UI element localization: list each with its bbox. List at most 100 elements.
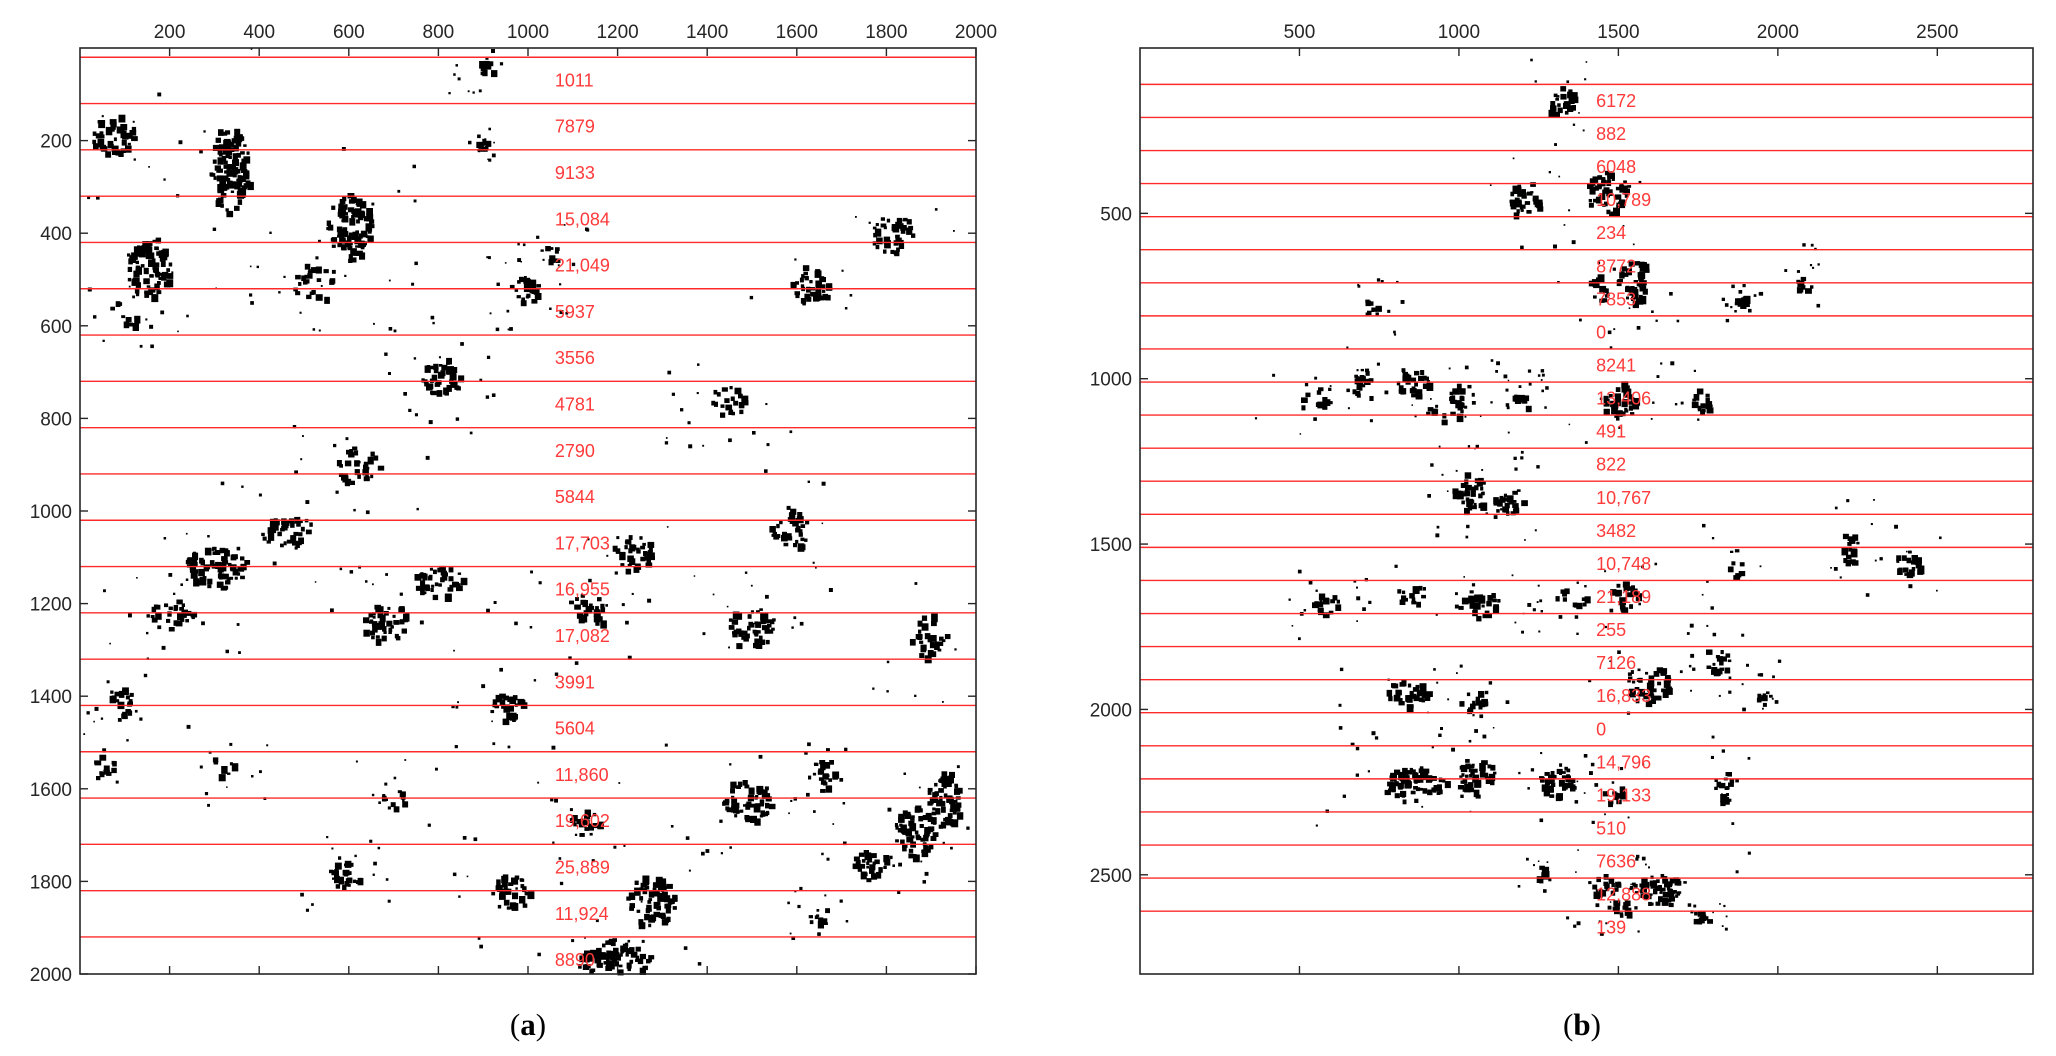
particle-pixel	[1624, 272, 1629, 277]
particle-speck	[844, 747, 848, 751]
particle-pixel	[828, 778, 833, 782]
particle-pixel	[1484, 772, 1489, 778]
particle-pixel	[728, 625, 735, 630]
particle-pixel	[575, 597, 579, 601]
particle-speck	[942, 841, 945, 845]
particle-pixel	[947, 775, 954, 784]
particle-pixel	[1729, 778, 1735, 784]
particle-pixel	[1444, 781, 1451, 789]
particle-pixel	[384, 797, 388, 801]
particle-pixel	[1464, 472, 1472, 479]
particle-pixel	[1843, 558, 1848, 564]
particle-pixel	[1426, 382, 1434, 391]
particle-pixel	[1399, 771, 1407, 778]
particle-pixel	[348, 232, 355, 240]
particle-pixel	[370, 630, 375, 636]
x-tick-label: 1400	[686, 22, 728, 43]
particle-pixel	[1402, 590, 1406, 595]
particle-cluster	[326, 193, 375, 263]
particle-cluster	[1610, 581, 1642, 613]
particle-speck	[1735, 778, 1739, 783]
particle-pixel	[624, 545, 628, 550]
particle-speck	[1506, 406, 1510, 410]
strip-count-label: 4781	[555, 395, 595, 415]
particle-speck	[291, 535, 295, 539]
particle-pixel	[1627, 185, 1632, 188]
particle-pixel	[734, 807, 739, 813]
particle-pixel	[423, 584, 430, 591]
particle-pixel	[138, 249, 146, 258]
particle-speck	[1479, 714, 1484, 719]
particle-pixel	[1611, 882, 1615, 888]
particle-pixel	[1539, 776, 1544, 780]
particle-pixel	[1616, 417, 1620, 421]
particle-pixel	[224, 550, 230, 557]
particle-speck	[1544, 406, 1547, 409]
particle-speck	[86, 711, 90, 715]
particle-pixel	[351, 196, 357, 203]
particle-pixel	[737, 613, 743, 620]
particle-speck	[953, 230, 955, 232]
particle-pixel	[220, 203, 224, 208]
particle-speck	[1939, 536, 1942, 540]
particle-pixel	[1417, 775, 1422, 779]
particle-speck	[1609, 213, 1612, 217]
particle-pixel	[728, 618, 733, 622]
particle-pixel	[1464, 490, 1471, 497]
particle-speck	[1528, 382, 1532, 386]
particle-speck	[1701, 408, 1706, 413]
particle-pixel	[805, 520, 810, 525]
particle-speck	[1568, 209, 1571, 212]
particle-pixel	[764, 786, 769, 791]
particle-speck	[1590, 762, 1595, 767]
particle-pixel	[736, 643, 743, 650]
particle-speck	[499, 62, 504, 66]
particle-speck	[554, 672, 559, 676]
particle-speck	[1435, 613, 1438, 616]
particle-speck	[1879, 557, 1883, 561]
particle-pixel	[1601, 177, 1606, 182]
particle-speck	[814, 915, 819, 920]
particle-pixel	[193, 578, 200, 587]
particle-pixel	[1492, 598, 1497, 603]
particle-pixel	[356, 201, 361, 207]
particle-speck	[1584, 78, 1587, 81]
particle-pixel	[629, 903, 635, 909]
particle-pixel	[940, 777, 947, 784]
particle-pixel	[1442, 413, 1447, 419]
particle-pixel	[1653, 888, 1658, 895]
particle-pixel	[1911, 567, 1916, 571]
particle-pixel	[922, 815, 930, 821]
particle-speck	[1594, 783, 1599, 787]
particle-pixel	[883, 249, 887, 254]
particle-pixel	[1603, 398, 1610, 407]
particle-pixel	[1396, 381, 1401, 386]
particle-pixel	[370, 474, 374, 479]
particle-pixel	[1631, 680, 1636, 684]
particle-speck	[479, 63, 483, 67]
y-tick-label: 1600	[30, 780, 72, 801]
particle-pixel	[1318, 593, 1326, 601]
particle-pixel	[1486, 613, 1492, 619]
particle-speck	[1634, 906, 1638, 910]
particle-pixel	[585, 606, 593, 614]
particle-pixel	[1615, 208, 1620, 212]
particle-speck	[305, 500, 310, 504]
particle-pixel	[118, 114, 126, 123]
particle-pixel	[339, 464, 343, 468]
particle-pixel	[439, 364, 443, 367]
particle-pixel	[430, 390, 437, 396]
particle-speck	[1721, 925, 1724, 927]
particle-speck	[1329, 401, 1333, 405]
particle-pixel	[1608, 394, 1613, 398]
particle-pixel	[772, 618, 776, 622]
particle-pixel	[1630, 592, 1635, 597]
particle-pixel	[1902, 567, 1909, 573]
particle-pixel	[97, 139, 104, 147]
particle-speck	[384, 352, 388, 356]
particle-speck	[388, 372, 391, 375]
particle-pixel	[326, 226, 331, 231]
particle-pixel	[503, 704, 510, 713]
particle-pixel	[93, 143, 99, 150]
particle-pixel	[653, 889, 660, 897]
